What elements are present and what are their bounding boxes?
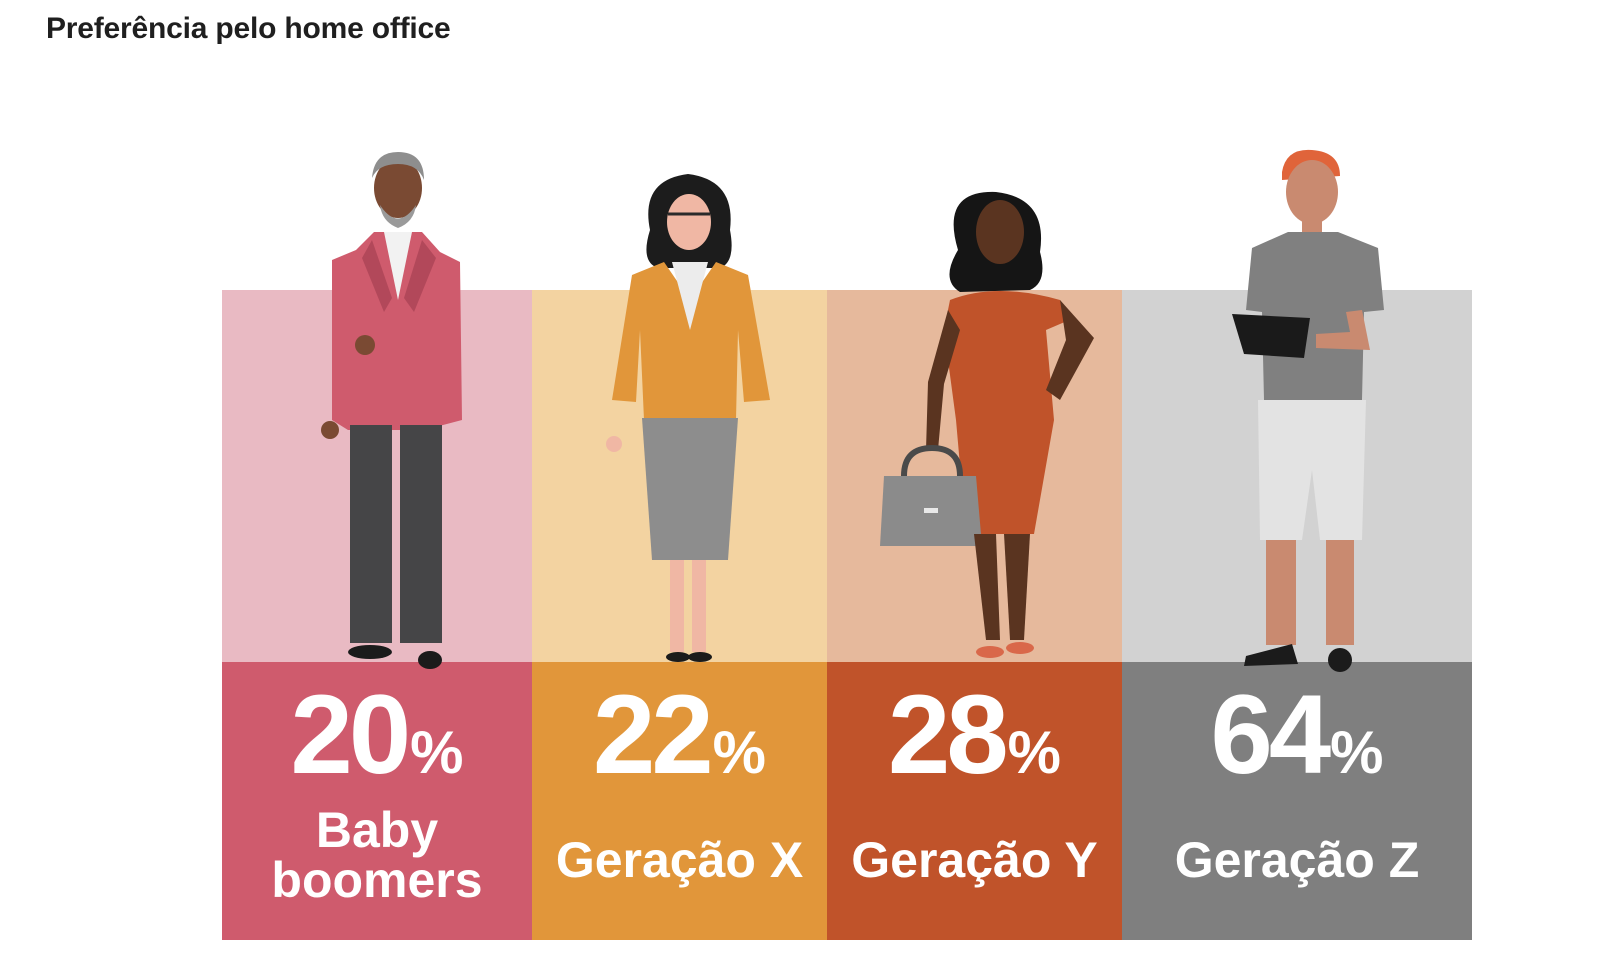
percentage-number: 20 [290,672,412,797]
percent-sign: % [410,719,464,786]
percent-sign: % [712,719,766,786]
percentage-number: 64 [1210,672,1332,797]
value-panel: 20% Baby boomers [222,662,532,940]
percentage-value: 64% [1122,670,1472,799]
column-background [1122,290,1472,662]
column-background [222,290,532,662]
percentage-value: 22% [532,670,827,799]
value-panel: 64% Geração Z [1122,662,1472,940]
generation-label-line: Geração X [555,832,804,888]
percentage-number: 28 [888,672,1009,797]
generation-column: 20% Baby boomers [222,290,532,940]
column-background [532,290,827,662]
percentage-value: 20% [222,670,532,799]
generation-column: 22% Geração X [532,290,827,940]
percent-sign: % [1007,719,1061,786]
generation-label: Baby boomers [222,805,532,905]
percentage-number: 22 [593,672,714,797]
generation-label-line: Baby [315,802,439,858]
generation-column: 28% Geração Y [827,290,1122,940]
generation-label-line: Geração Z [1174,832,1420,888]
generation-label: Geração X [532,835,827,885]
generation-chart: 20% Baby boomers 22% Geração X 28% Geração Y 64… [222,290,1472,940]
percentage-value: 28% [827,670,1122,799]
value-panel: 28% Geração Y [827,662,1122,940]
generation-label-line: boomers [271,852,483,908]
generation-label-line: Geração Y [851,832,1098,888]
generation-label: Geração Y [827,835,1122,885]
generation-column: 64% Geração Z [1122,290,1472,940]
percent-sign: % [1330,719,1384,786]
generation-label: Geração Z [1122,835,1472,885]
value-panel: 22% Geração X [532,662,827,940]
chart-title: Preferência pelo home office [46,12,451,45]
column-background [827,290,1122,662]
